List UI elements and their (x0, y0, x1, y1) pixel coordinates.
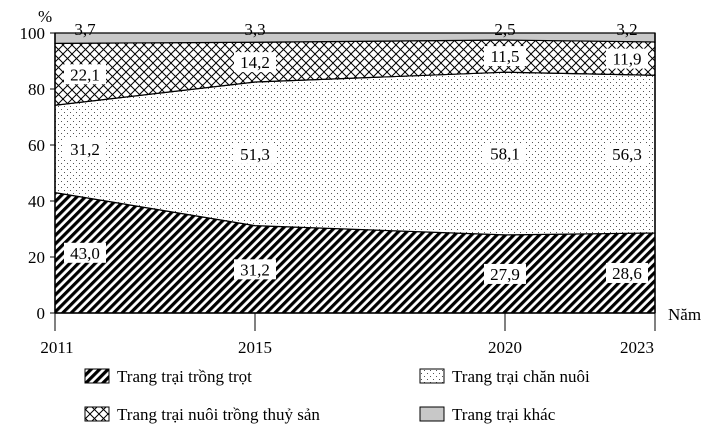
data-label: 2,5 (494, 20, 515, 39)
x-tick-label: 2015 (238, 338, 272, 357)
data-label-bg (606, 48, 648, 69)
data-label: 27,9 (490, 265, 520, 284)
data-label-bg (234, 143, 276, 164)
data-label-bg (234, 52, 276, 73)
data-label-bg (64, 242, 106, 263)
x-tick-label: 2023 (620, 338, 654, 357)
legend-swatch (419, 368, 445, 384)
data-label: 3,3 (244, 20, 265, 39)
x-tick-label: 2011 (40, 338, 73, 357)
legend-swatch (84, 368, 110, 384)
x-tick-label: 2020 (488, 338, 522, 357)
legend-label: Trang trại trồng trọt (117, 367, 252, 386)
areas-layer (54, 32, 656, 314)
legend-label: Trang trại khác (452, 405, 556, 424)
legend-swatch (84, 406, 110, 422)
x-unit-label: Năm (668, 305, 701, 324)
data-label: 11,5 (490, 47, 519, 66)
y-tick-label: 60 (28, 136, 45, 155)
data-label: 31,2 (240, 260, 270, 279)
data-label: 43,0 (70, 244, 100, 263)
data-label-bg (484, 46, 526, 67)
data-label: 22,1 (70, 65, 100, 84)
y-tick-label: 0 (37, 304, 46, 323)
data-label: 3,2 (616, 20, 637, 39)
legend: Trang trại trồng trọt Trang trại chăn nuô… (84, 367, 590, 424)
legend-label: Trang trại nuôi trồng thuỷ sản (117, 405, 320, 424)
y-tick-label: 80 (28, 80, 45, 99)
data-label: 58,1 (490, 145, 520, 164)
data-label: 3,7 (74, 20, 96, 39)
x-ticks: 2011 2015 2020 2023 (40, 313, 656, 357)
y-unit-label: % (38, 7, 52, 26)
axes-layer (54, 32, 656, 314)
data-label: 11,9 (612, 50, 641, 69)
data-labels: 43,0 31,2 27,9 28,6 31,2 51,3 58,1 56,3 22,1 14,2… (64, 20, 648, 284)
legend-label: Trang trại chăn nuôi (452, 367, 590, 386)
y-tick-label: 40 (28, 192, 45, 211)
data-label-bg (606, 262, 648, 283)
data-label: 14,2 (240, 53, 270, 72)
data-label: 31,2 (70, 140, 100, 159)
data-label: 28,6 (612, 264, 642, 283)
data-label-bg (64, 64, 106, 85)
data-label-bg (234, 259, 276, 280)
data-label-bg (606, 144, 648, 165)
data-label: 56,3 (612, 145, 642, 164)
y-tick-label: 100 (20, 24, 46, 43)
y-ticks: 0 20 40 60 80 100 (20, 24, 55, 323)
data-label-bg (64, 138, 106, 159)
data-label-bg (484, 263, 526, 284)
data-label: 51,3 (240, 145, 270, 164)
legend-swatch (419, 406, 445, 422)
y-tick-label: 20 (28, 248, 45, 267)
data-label-bg (484, 143, 526, 164)
